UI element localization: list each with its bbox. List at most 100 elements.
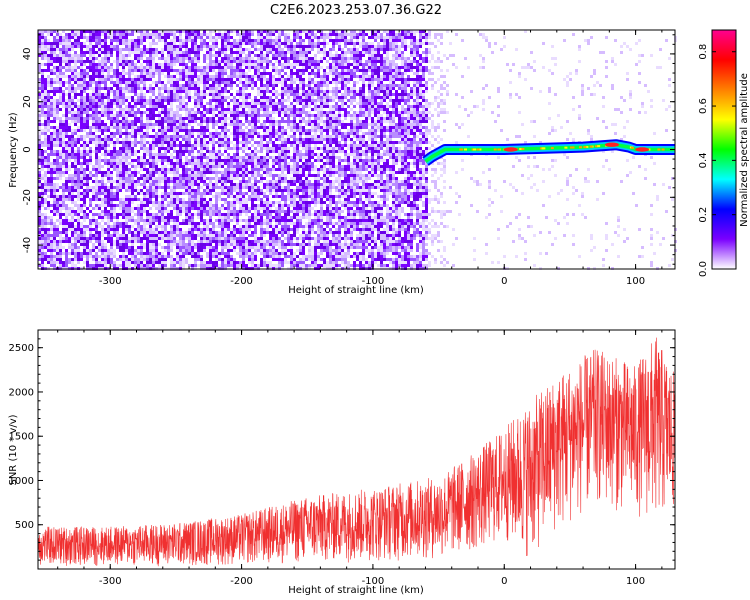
heatmap-cell xyxy=(158,99,161,102)
heatmap-cell xyxy=(173,150,176,153)
heatmap-cell xyxy=(188,153,191,156)
heatmap-cell xyxy=(68,126,71,129)
heatmap-cell xyxy=(38,117,41,120)
heatmap-cell xyxy=(95,204,98,207)
heatmap-cell xyxy=(122,147,125,150)
heatmap-cell xyxy=(206,111,209,114)
heatmap-cell xyxy=(41,246,44,249)
heatmap-cell xyxy=(50,54,53,57)
heatmap-cell xyxy=(185,219,188,222)
heatmap-cell xyxy=(173,60,176,63)
heatmap-cell xyxy=(158,39,161,42)
heatmap-cell xyxy=(143,252,146,255)
heatmap-cell xyxy=(236,60,239,63)
heatmap-cell xyxy=(161,198,164,201)
heatmap-cell xyxy=(212,42,215,45)
heatmap-cell xyxy=(107,87,110,90)
heatmap-cell xyxy=(239,81,242,84)
heatmap-cell xyxy=(128,198,131,201)
heatmap-cell xyxy=(128,252,131,255)
heatmap-cell xyxy=(122,117,125,120)
heatmap-cell xyxy=(173,39,176,42)
heatmap-cell xyxy=(38,204,41,207)
heatmap-cell xyxy=(224,156,227,159)
heatmap-cell xyxy=(227,147,230,150)
heatmap-cell xyxy=(224,255,227,258)
heatmap-cell xyxy=(263,54,266,57)
heatmap-cell xyxy=(119,201,122,204)
heatmap-cell xyxy=(128,153,131,156)
heatmap-cell xyxy=(131,249,134,252)
heatmap-cell xyxy=(143,144,146,147)
heatmap-cell xyxy=(44,237,47,240)
heatmap-cell xyxy=(71,108,74,111)
heatmap-cell xyxy=(122,261,125,264)
heatmap-cell xyxy=(89,138,92,141)
heatmap-cell xyxy=(215,84,218,87)
heatmap-cell xyxy=(137,183,140,186)
heatmap-cell xyxy=(197,225,200,228)
heatmap-cell xyxy=(122,183,125,186)
heatmap-cell xyxy=(86,213,89,216)
heatmap-cell xyxy=(44,186,47,189)
heatmap-cell xyxy=(206,228,209,231)
heatmap-cell xyxy=(125,33,128,36)
heatmap-cell xyxy=(101,81,104,84)
heatmap-cell xyxy=(113,93,116,96)
heatmap-cell xyxy=(182,222,185,225)
heatmap-cell xyxy=(266,33,269,36)
heatmap-cell xyxy=(47,147,50,150)
heatmap-cell xyxy=(98,264,101,267)
heatmap-cell xyxy=(254,111,257,114)
heatmap-cell xyxy=(236,201,239,204)
heatmap-cell xyxy=(242,234,245,237)
heatmap-cell xyxy=(185,171,188,174)
heatmap-cell xyxy=(221,108,224,111)
heatmap-cell xyxy=(164,63,167,66)
heatmap-cell xyxy=(143,39,146,42)
heatmap-cell xyxy=(59,72,62,75)
heatmap-cell xyxy=(188,51,191,54)
heatmap-cell xyxy=(188,162,191,165)
heatmap-cell xyxy=(191,204,194,207)
heatmap-cell xyxy=(86,108,89,111)
heatmap-cell xyxy=(221,162,224,165)
heatmap-cell xyxy=(71,54,74,57)
heatmap-cell xyxy=(62,120,65,123)
heatmap-cell xyxy=(101,258,104,261)
heatmap-cell xyxy=(44,240,47,243)
heatmap-cell xyxy=(116,54,119,57)
heatmap-cell xyxy=(251,105,254,108)
heatmap-cell xyxy=(230,141,233,144)
heatmap-cell xyxy=(197,132,200,135)
heatmap-cell xyxy=(107,48,110,51)
heatmap-cell xyxy=(155,102,158,105)
heatmap-cell xyxy=(218,240,221,243)
heatmap-cell xyxy=(182,207,185,210)
heatmap-cell xyxy=(182,177,185,180)
heatmap-cell xyxy=(98,159,101,162)
heatmap-cell xyxy=(143,162,146,165)
heatmap-cell xyxy=(101,234,104,237)
heatmap-cell xyxy=(185,48,188,51)
heatmap-cell xyxy=(86,87,89,90)
heatmap-cell xyxy=(215,129,218,132)
heatmap-cell xyxy=(245,132,248,135)
heatmap-cell xyxy=(197,180,200,183)
heatmap-cell xyxy=(164,177,167,180)
heatmap-cell xyxy=(203,141,206,144)
heatmap-cell xyxy=(158,171,161,174)
heatmap-cell xyxy=(197,195,200,198)
heatmap-cell xyxy=(62,237,65,240)
heatmap-cell xyxy=(68,144,71,147)
heatmap-cell xyxy=(65,183,68,186)
heatmap-cell xyxy=(215,102,218,105)
heatmap-cell xyxy=(101,63,104,66)
heatmap-cell xyxy=(38,69,41,72)
heatmap-cell xyxy=(62,96,65,99)
heatmap-cell xyxy=(71,147,74,150)
heatmap-cell xyxy=(140,168,143,171)
heatmap-cell xyxy=(242,264,245,267)
heatmap-cell xyxy=(227,162,230,165)
heatmap-cell xyxy=(89,45,92,48)
